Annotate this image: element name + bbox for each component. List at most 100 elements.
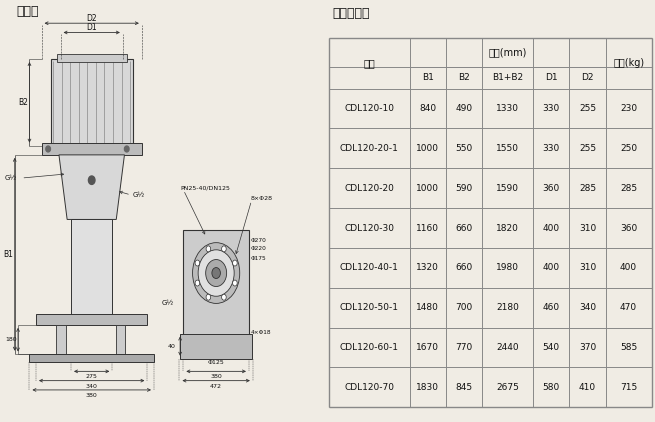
Bar — [36, 314, 147, 325]
Text: 330: 330 — [542, 144, 560, 153]
Text: G½: G½ — [132, 192, 145, 198]
Text: 840: 840 — [419, 104, 436, 113]
Bar — [180, 333, 252, 359]
Polygon shape — [59, 155, 124, 219]
Text: 380: 380 — [210, 374, 222, 379]
Text: 400: 400 — [620, 263, 637, 272]
Text: 700: 700 — [455, 303, 472, 312]
Text: B2: B2 — [458, 73, 470, 82]
Text: 400: 400 — [542, 263, 560, 272]
Text: 2180: 2180 — [496, 303, 519, 312]
Text: 590: 590 — [455, 184, 472, 193]
Text: 360: 360 — [620, 224, 637, 233]
Text: CDL120-60-1: CDL120-60-1 — [340, 343, 399, 352]
Text: 40: 40 — [167, 344, 175, 349]
Circle shape — [233, 280, 237, 286]
Text: CDL120-30: CDL120-30 — [345, 224, 394, 233]
Text: 1670: 1670 — [416, 343, 440, 352]
Text: 1000: 1000 — [416, 184, 440, 193]
Text: 1160: 1160 — [416, 224, 440, 233]
Text: 470: 470 — [620, 303, 637, 312]
Text: 285: 285 — [620, 184, 637, 193]
Text: 1000: 1000 — [416, 144, 440, 153]
Text: B1: B1 — [3, 250, 13, 259]
Text: PN25-40/DN125: PN25-40/DN125 — [180, 185, 230, 190]
Text: G½: G½ — [5, 175, 17, 181]
Text: 310: 310 — [579, 263, 596, 272]
Circle shape — [193, 243, 240, 303]
Text: 460: 460 — [542, 303, 560, 312]
Circle shape — [206, 294, 211, 300]
Circle shape — [206, 246, 211, 252]
Text: B1+B2: B1+B2 — [492, 73, 523, 82]
Bar — [51, 59, 132, 146]
Text: 310: 310 — [579, 224, 596, 233]
Text: 1480: 1480 — [417, 303, 439, 312]
Text: 2440: 2440 — [496, 343, 519, 352]
Text: D2: D2 — [581, 73, 593, 82]
Text: 1820: 1820 — [496, 224, 519, 233]
Text: 380: 380 — [86, 393, 98, 398]
Bar — [71, 219, 112, 316]
Text: 尺寸(mm): 尺寸(mm) — [489, 47, 527, 57]
Text: 490: 490 — [455, 104, 472, 113]
Text: 230: 230 — [620, 104, 637, 113]
Text: 845: 845 — [455, 383, 472, 392]
Text: 8×Φ28: 8×Φ28 — [250, 196, 272, 201]
Text: 285: 285 — [579, 184, 596, 193]
Text: 770: 770 — [455, 343, 472, 352]
Text: 340: 340 — [86, 384, 98, 389]
Text: 550: 550 — [455, 144, 472, 153]
Bar — [115, 325, 124, 354]
Text: 715: 715 — [620, 383, 637, 392]
Text: 400: 400 — [542, 224, 560, 233]
Text: 安装图: 安装图 — [16, 5, 39, 18]
Text: CDL120-10: CDL120-10 — [345, 104, 394, 113]
Text: 370: 370 — [579, 343, 596, 352]
Text: 180: 180 — [5, 337, 16, 342]
Text: 1330: 1330 — [496, 104, 519, 113]
Text: 360: 360 — [542, 184, 560, 193]
Text: Φ175: Φ175 — [250, 256, 267, 261]
Bar — [29, 354, 154, 362]
Bar — [42, 143, 141, 155]
Text: CDL120-20-1: CDL120-20-1 — [340, 144, 399, 153]
Text: 340: 340 — [579, 303, 596, 312]
Circle shape — [221, 246, 226, 252]
Text: 4×Φ18: 4×Φ18 — [250, 330, 271, 335]
Circle shape — [124, 146, 129, 152]
Circle shape — [221, 294, 226, 300]
Text: 255: 255 — [579, 104, 596, 113]
Text: 2675: 2675 — [496, 383, 519, 392]
Text: Φ270: Φ270 — [250, 238, 267, 243]
Text: 410: 410 — [579, 383, 596, 392]
Text: 型号: 型号 — [364, 58, 375, 68]
Text: 1550: 1550 — [496, 144, 519, 153]
Text: 660: 660 — [455, 224, 472, 233]
Circle shape — [198, 250, 234, 296]
Text: B2: B2 — [18, 98, 29, 107]
Circle shape — [88, 176, 95, 184]
Text: CDL120-50-1: CDL120-50-1 — [340, 303, 399, 312]
Text: 1320: 1320 — [417, 263, 439, 272]
Text: 尺寸和重量: 尺寸和重量 — [332, 7, 369, 20]
Circle shape — [195, 280, 200, 286]
Text: 255: 255 — [579, 144, 596, 153]
Text: B1: B1 — [422, 73, 434, 82]
Text: 1830: 1830 — [416, 383, 440, 392]
Text: CDL120-70: CDL120-70 — [345, 383, 394, 392]
Text: 660: 660 — [455, 263, 472, 272]
Text: G½: G½ — [161, 300, 174, 306]
Text: 585: 585 — [620, 343, 637, 352]
Text: 580: 580 — [542, 383, 560, 392]
Circle shape — [46, 146, 50, 152]
Text: Φ125: Φ125 — [208, 360, 225, 365]
Text: 540: 540 — [542, 343, 560, 352]
Circle shape — [212, 268, 220, 279]
Bar — [56, 54, 127, 62]
Text: Φ220: Φ220 — [250, 246, 267, 251]
Text: D1: D1 — [86, 23, 97, 32]
Circle shape — [206, 260, 227, 287]
Bar — [56, 325, 66, 354]
Text: D2: D2 — [86, 14, 97, 23]
